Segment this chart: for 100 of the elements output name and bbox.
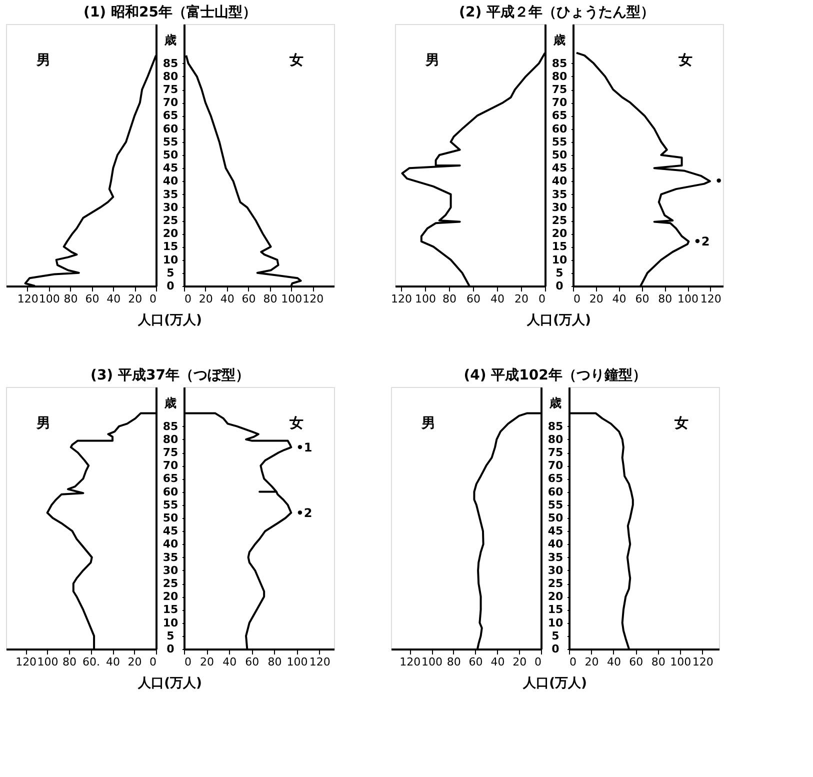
x-tick-label: 20 bbox=[589, 292, 604, 306]
y-tick-label: 50 bbox=[162, 512, 178, 524]
x-tick-label: 20 bbox=[512, 656, 527, 668]
annotation: •2 bbox=[694, 234, 710, 248]
x-tick-label: 100 bbox=[38, 292, 60, 306]
x-tick-label: 100 bbox=[422, 656, 443, 668]
y-tick-label: 60 bbox=[552, 122, 568, 136]
chart-title: (1) 昭和25年（富士山型） bbox=[84, 4, 256, 20]
x-tick-label: 60 bbox=[245, 656, 260, 668]
y-tick-label: 10 bbox=[548, 616, 564, 630]
y-tick-label: 0 bbox=[166, 642, 175, 656]
y-tick-label: 15 bbox=[552, 240, 568, 254]
x-tick-label: 40 bbox=[106, 292, 121, 306]
y-tick-label: 5 bbox=[556, 266, 564, 280]
y-tick-label: 80 bbox=[548, 432, 564, 446]
x-tick-label: 40 bbox=[222, 656, 237, 668]
x-tick-label: 100 bbox=[286, 656, 308, 668]
chart-title: (3) 平成37年（つぼ型） bbox=[90, 368, 250, 384]
y-tick-label: 40 bbox=[552, 174, 568, 188]
y-tick-label: 10 bbox=[162, 253, 178, 266]
text: 男 bbox=[420, 416, 436, 432]
text: 男 bbox=[424, 52, 440, 69]
x-tick-label: 0 bbox=[184, 656, 192, 668]
x-tick-label: 0 bbox=[534, 656, 542, 668]
x-tick-label: 60. bbox=[82, 656, 100, 668]
y-tick-label: 65 bbox=[162, 472, 178, 486]
y-tick-label: 35 bbox=[162, 188, 178, 201]
y-tick-label: 35 bbox=[552, 188, 568, 201]
x-tick-label: 80 bbox=[62, 656, 77, 668]
x-tick-label: 100 bbox=[415, 292, 436, 306]
y-tick-label: 55 bbox=[552, 135, 568, 148]
y-tick-label: 35 bbox=[548, 550, 564, 564]
x-tick-label: 0 bbox=[150, 656, 156, 668]
x-tick-label: 60 bbox=[629, 656, 644, 668]
y-tick-label: 40 bbox=[548, 538, 564, 551]
x-axis-title: 人口(万人) bbox=[526, 313, 591, 328]
x-tick-label: 120 bbox=[16, 656, 37, 668]
series-label: 女 bbox=[288, 416, 304, 432]
x-tick-label: 120 bbox=[391, 292, 412, 306]
x-tick-label: 60 bbox=[85, 292, 100, 306]
chart-title: (2) 平成２年（ひょうたん型） bbox=[459, 4, 654, 20]
y-tick-label: 85 bbox=[162, 420, 178, 433]
y-tick-label: 70 bbox=[162, 96, 178, 110]
series-label: 男 bbox=[36, 416, 50, 432]
y-tick-label: 85 bbox=[548, 420, 564, 433]
x-tick-label: 40 bbox=[606, 656, 621, 668]
x-tick-label: 40 bbox=[612, 292, 626, 306]
y-tick-label: 15 bbox=[548, 603, 564, 616]
y-tick-label: 20 bbox=[162, 227, 178, 240]
y-tick-label: 20 bbox=[548, 590, 564, 604]
y-tick-label: 75 bbox=[162, 446, 178, 459]
y-axis-title: 歳 bbox=[164, 32, 176, 47]
x-tick-label: 60 bbox=[468, 656, 483, 668]
x-tick-label: 120 bbox=[400, 656, 421, 668]
y-tick-label: 5 bbox=[166, 629, 174, 642]
y-tick-label: 40 bbox=[162, 174, 178, 188]
y-axis-title: 歳 bbox=[552, 32, 566, 47]
x-tick-label: 40 bbox=[220, 292, 234, 306]
x-tick-label: 20 bbox=[198, 292, 213, 306]
x-tick-label: 0 bbox=[184, 292, 192, 306]
y-tick-label: 25 bbox=[552, 214, 568, 227]
chart-title: (4) 平成102年（つり鐘型） bbox=[464, 368, 646, 384]
x-tick-label: 120 bbox=[692, 656, 714, 668]
x-tick-label: 100 bbox=[678, 292, 699, 306]
y-tick-label: 70 bbox=[552, 96, 568, 110]
y-tick-label: 65 bbox=[162, 109, 178, 122]
y-tick-label: 10 bbox=[552, 253, 568, 266]
x-tick-label: 20 bbox=[584, 656, 599, 668]
y-tick-label: 20 bbox=[552, 227, 568, 240]
y-tick-label: 0 bbox=[556, 280, 564, 292]
y-tick-label: 10 bbox=[162, 616, 178, 630]
y-tick-label: 45 bbox=[548, 524, 564, 538]
x-tick-label: 120 bbox=[17, 292, 38, 306]
x-tick-label: 0 bbox=[538, 292, 546, 306]
x-tick-label: 0 bbox=[574, 292, 580, 306]
x-tick-label: 100 bbox=[670, 656, 692, 668]
text: 女 bbox=[288, 52, 304, 69]
x-tick-label: 120 bbox=[302, 292, 324, 306]
y-tick-label: 75 bbox=[548, 446, 564, 459]
y-tick-label: 60 bbox=[162, 485, 178, 498]
y-tick-label: 85 bbox=[162, 56, 178, 70]
y-tick-label: 30 bbox=[552, 200, 568, 214]
y-tick-label: 30 bbox=[548, 564, 564, 577]
x-tick-label: 80 bbox=[446, 656, 461, 668]
annotation: • bbox=[714, 174, 723, 188]
x-axis-title: 人口(万人) bbox=[137, 676, 202, 691]
y-tick-label: 55 bbox=[162, 135, 178, 148]
y-tick-label: 15 bbox=[162, 603, 178, 616]
x-axis-title: 人口(万人) bbox=[522, 676, 587, 691]
y-axis-title: 歳 bbox=[164, 396, 176, 410]
x-tick-label: 40 bbox=[106, 656, 120, 668]
x-tick-label: 60 bbox=[242, 292, 256, 306]
text: 女 bbox=[674, 416, 688, 432]
y-tick-label: 55 bbox=[548, 498, 564, 512]
x-tick-label: 80 bbox=[442, 292, 456, 306]
x-tick-label: 20 bbox=[128, 292, 142, 306]
x-tick-label: 120 bbox=[309, 656, 330, 668]
y-tick-label: 50 bbox=[548, 512, 564, 524]
x-tick-label: 80 bbox=[651, 656, 666, 668]
y-tick-label: 50 bbox=[552, 148, 568, 162]
